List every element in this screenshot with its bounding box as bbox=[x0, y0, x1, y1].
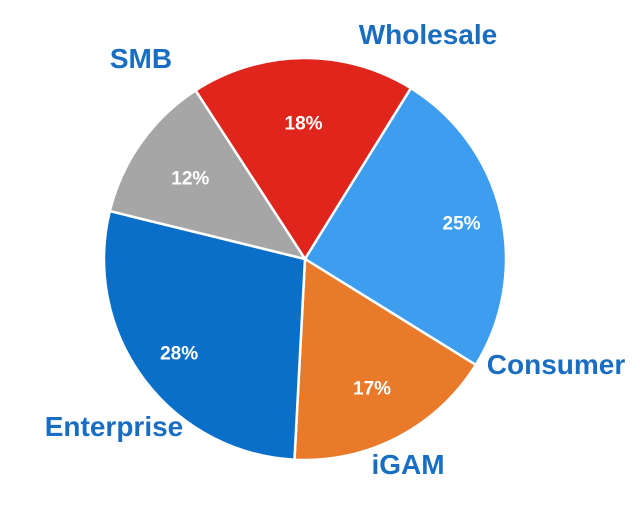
value-label-consumer: 25% bbox=[443, 213, 481, 234]
pie-slice-consumer bbox=[303, 86, 508, 367]
pie-category-labels: Wholesale Consumer iGAM Enterprise SMB bbox=[45, 19, 626, 480]
pie-slice-enterprise bbox=[102, 209, 307, 461]
category-label-wholesale: Wholesale bbox=[359, 19, 497, 50]
category-label-enterprise: Enterprise bbox=[45, 411, 184, 442]
category-label-consumer: Consumer bbox=[487, 349, 626, 380]
value-label-enterprise: 28% bbox=[160, 343, 198, 364]
pie-slice-wholesale bbox=[194, 56, 413, 261]
pie-slice-igam bbox=[293, 257, 478, 462]
value-label-wholesale: 18% bbox=[285, 113, 323, 134]
value-label-smb: 12% bbox=[171, 168, 209, 189]
pie-slices bbox=[102, 56, 508, 462]
value-label-igam: 17% bbox=[353, 378, 391, 399]
category-label-smb: SMB bbox=[110, 43, 172, 74]
pie-slice-smb bbox=[108, 89, 307, 261]
category-label-igam: iGAM bbox=[371, 449, 444, 480]
pie-value-labels: 18% 25% 17% 28% 12% bbox=[160, 113, 481, 399]
